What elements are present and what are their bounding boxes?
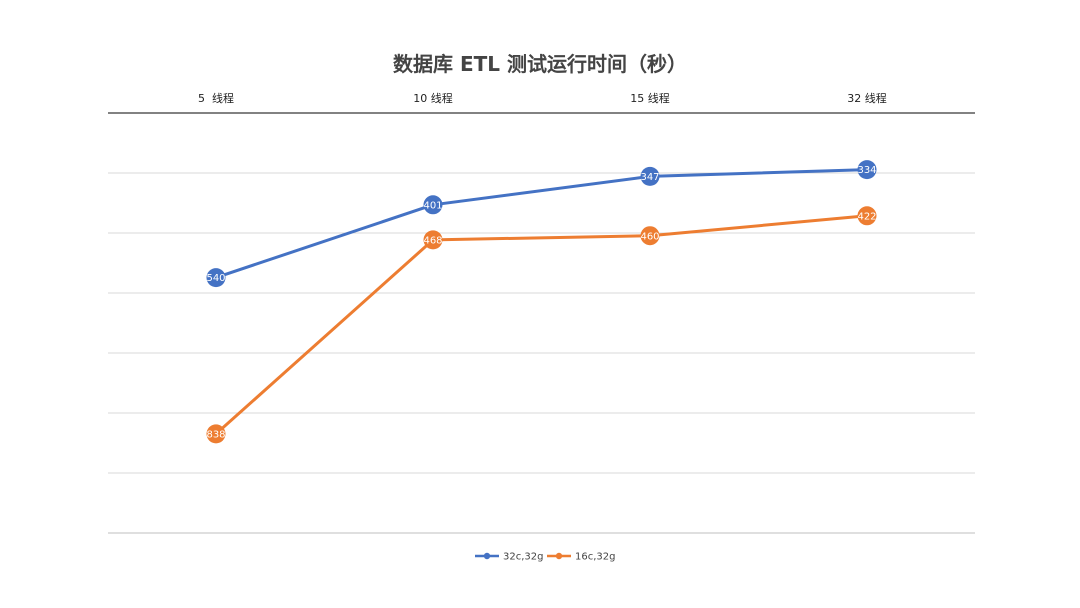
data-point	[640, 226, 660, 246]
series-line-1	[215, 168, 868, 280]
data-label: 334	[857, 165, 876, 176]
x-tick-label: 10 线程	[413, 91, 453, 105]
data-label: 540	[206, 273, 225, 284]
x-axis-labels: 5 线程 10 线程 15 线程 32 线程	[198, 91, 887, 105]
series-line-2	[215, 214, 868, 436]
chart-title: 数据库 ETL 测试运行时间（秒）	[393, 52, 687, 76]
legend-label: 32c,32g	[503, 552, 543, 563]
data-label: 468	[423, 236, 442, 247]
grid	[108, 112, 975, 534]
x-tick-label: 32 线程	[847, 91, 887, 105]
data-point	[640, 166, 660, 186]
data-label: 401	[423, 200, 442, 211]
data-point	[857, 206, 877, 226]
x-tick-label: 15 线程	[630, 91, 670, 105]
data-point	[423, 195, 443, 215]
data-label: 460	[640, 231, 659, 242]
legend-marker-2	[555, 552, 563, 560]
x-tick-label: 5 线程	[198, 91, 234, 105]
data-points: 540 401 347 334 838 468 460 422	[206, 160, 877, 444]
data-point	[206, 424, 226, 444]
legend-label: 16c,32g	[575, 552, 615, 563]
legend-marker-1	[483, 552, 491, 560]
data-label: 838	[206, 430, 225, 441]
data-label: 422	[857, 211, 876, 222]
data-point	[857, 160, 877, 180]
data-point	[206, 268, 226, 288]
data-point	[423, 230, 443, 250]
data-label: 347	[640, 172, 659, 183]
legend: 32c,32g 16c,32g	[475, 552, 615, 563]
series-lines	[215, 168, 868, 436]
